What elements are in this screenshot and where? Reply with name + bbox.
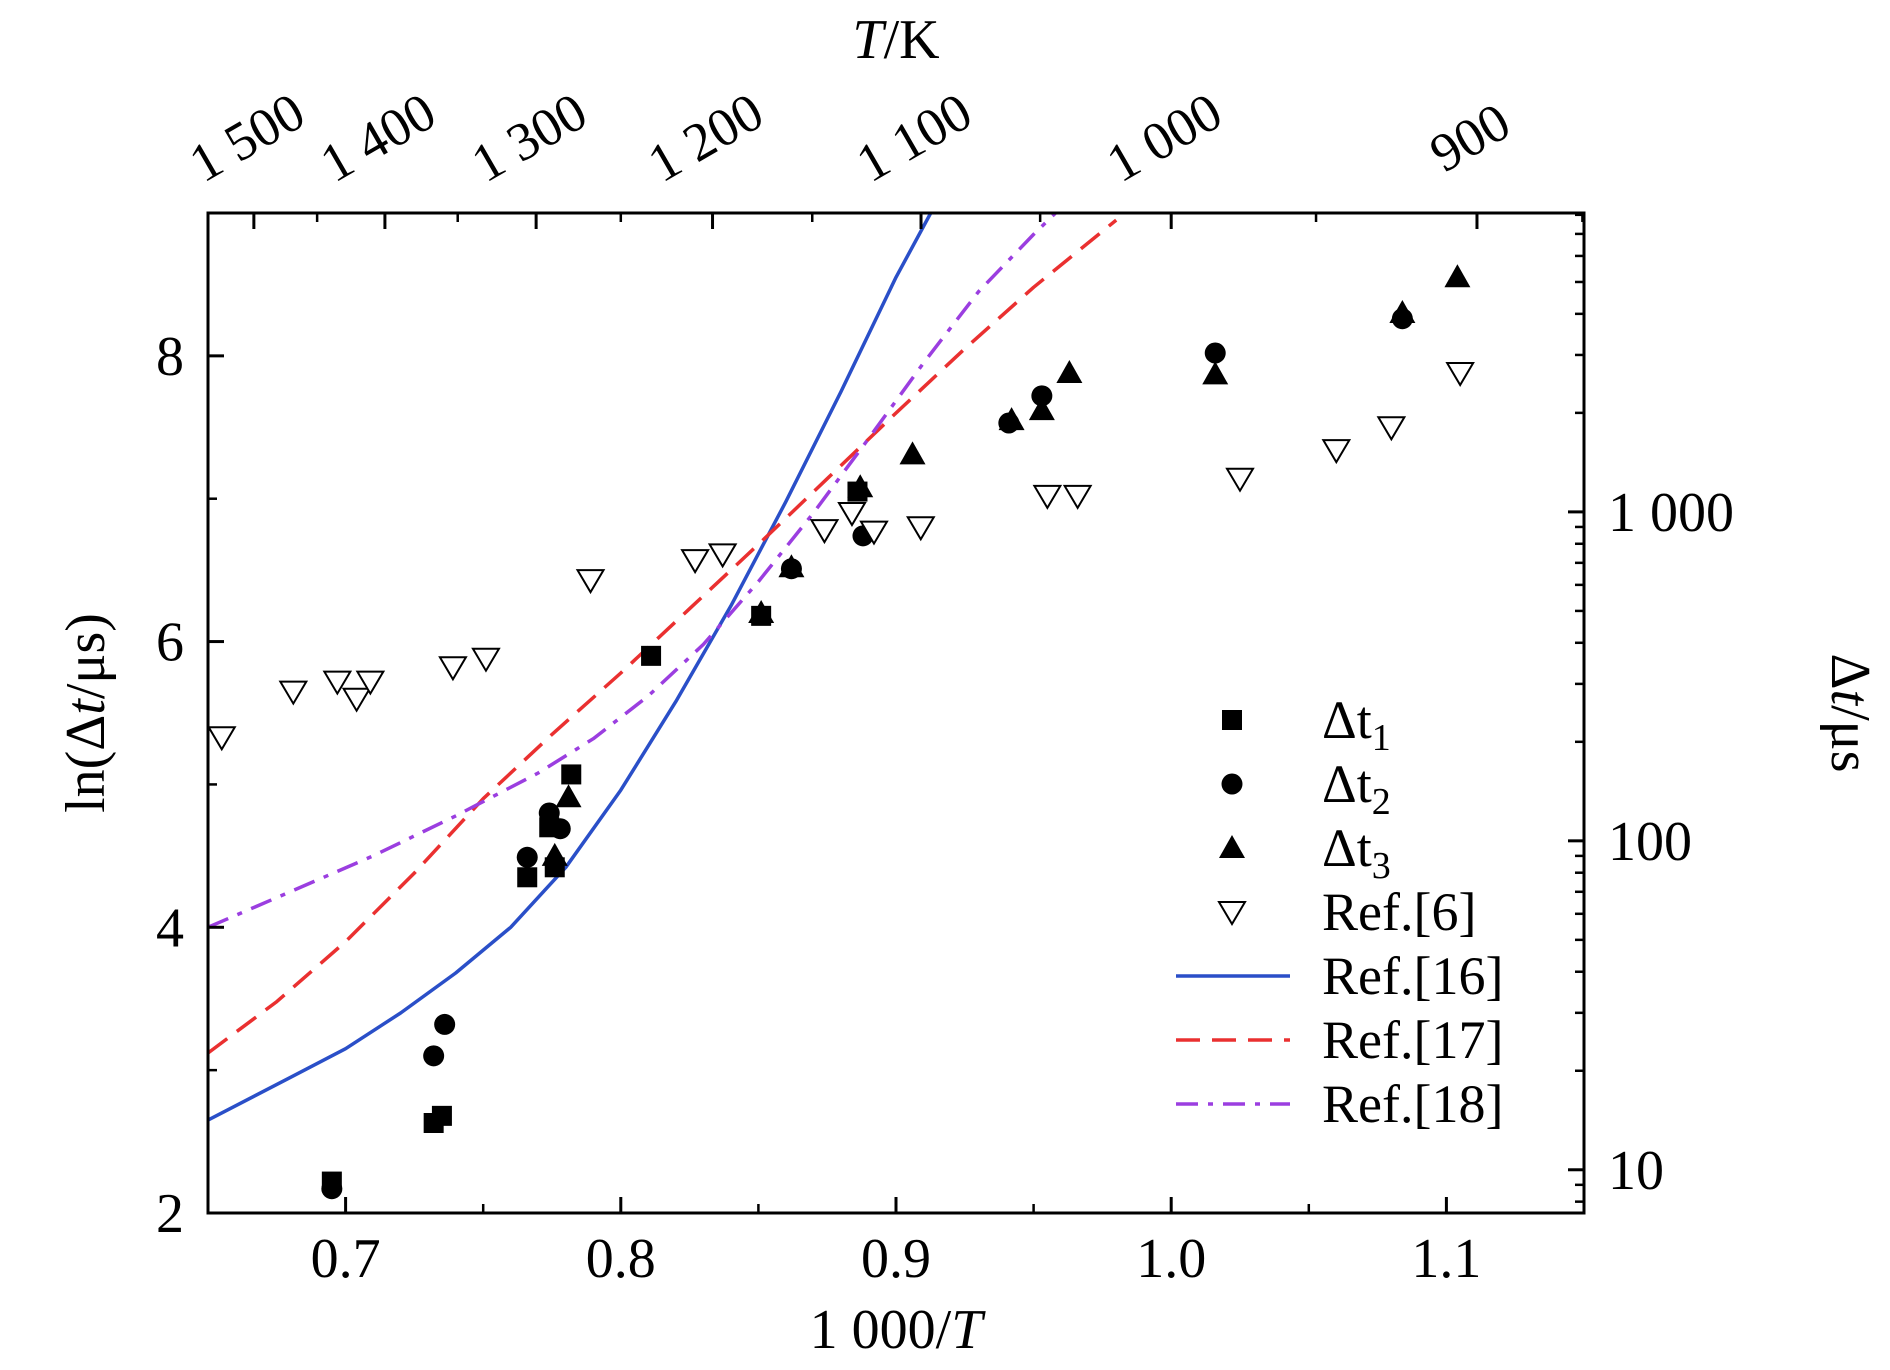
series-point-2: [1056, 360, 1083, 383]
series-point-3: [208, 726, 237, 752]
series-point-0: [641, 645, 662, 666]
x-axis-title: 1 000/T: [810, 1299, 987, 1361]
series-point-3: [680, 549, 710, 575]
series-point-1: [423, 1045, 445, 1067]
series-point-0: [431, 1105, 452, 1126]
series-point-1: [434, 1013, 456, 1035]
series-point-3: [837, 502, 867, 527]
series-point-3: [278, 680, 309, 706]
legend-label-main: Δt: [1322, 690, 1372, 750]
y-axis-title: ln(Δt/μs): [55, 613, 117, 813]
top-tick-label: 900: [1420, 91, 1520, 183]
series-point-2: [1028, 397, 1055, 421]
legend-label-main: Δt: [1322, 754, 1372, 814]
x-tick-label: 0.7: [311, 1228, 381, 1290]
legend-marker-1: [1221, 773, 1243, 795]
line-series-layer: [208, 213, 1118, 1122]
legend-label-4: Ref.[16]: [1322, 946, 1503, 1006]
series-point-2: [541, 842, 568, 866]
x-tick-label: 1.1: [1411, 1228, 1481, 1290]
y-tick-label: 6: [156, 612, 184, 674]
right-tick-label: 1 000: [1608, 482, 1734, 544]
series-point-1: [1031, 385, 1053, 407]
series-point-2: [555, 784, 582, 808]
series-point-3: [707, 543, 738, 569]
series-point-3: [341, 687, 372, 713]
series-point-3: [1062, 484, 1093, 510]
legend-label-subscript: 3: [1372, 845, 1391, 887]
series-point-3: [355, 670, 386, 696]
x-tick-label: 0.9: [861, 1228, 931, 1290]
legend-marker-2: [1219, 835, 1245, 858]
series-point-1: [516, 846, 538, 868]
top-tick-label: 1 300: [462, 81, 597, 194]
tick-marks: [206, 211, 1586, 1215]
series-point-3: [859, 520, 889, 546]
legend-label-main: Δt: [1322, 818, 1372, 878]
scatter-series-layer: [208, 264, 1475, 1200]
series-point-0: [561, 764, 582, 785]
series-point-3: [1225, 467, 1255, 493]
series-point-3: [471, 647, 501, 673]
series-point-1: [1204, 342, 1226, 364]
top-axis-title: T/K: [852, 9, 939, 71]
series-point-0: [517, 867, 538, 888]
series-point-3: [1032, 484, 1063, 510]
y-tick-label: 4: [156, 897, 184, 959]
series-point-3: [1445, 362, 1475, 387]
top-tick-label: 1 200: [638, 81, 773, 194]
series-point-2: [1389, 300, 1416, 323]
x-tick-label: 1.0: [1136, 1228, 1206, 1290]
series-point-3: [809, 519, 840, 545]
series-line-6: [208, 213, 1057, 929]
series-point-1: [538, 802, 560, 824]
series-line-4: [208, 213, 933, 1122]
series-point-2: [748, 600, 775, 623]
series-point-1: [549, 818, 571, 840]
series-point-2: [1444, 264, 1471, 288]
legend-marker-3: [1217, 901, 1247, 926]
right-tick-label: 100: [1608, 811, 1692, 873]
legend-label-1: Δt2: [1322, 754, 1391, 823]
series-point-3: [1321, 439, 1352, 465]
top-tick-label: 1 100: [846, 81, 981, 194]
series-point-3: [322, 670, 353, 696]
series-line-5: [208, 218, 1118, 1055]
series-point-2: [847, 474, 874, 498]
top-tick-label: 1 400: [310, 81, 445, 194]
series-point-2: [998, 407, 1025, 431]
series-point-2: [899, 441, 926, 465]
series-point-3: [438, 656, 468, 682]
series-point-2: [778, 554, 805, 578]
legend-marker-0: [1222, 710, 1242, 730]
legend-label-0: Δt1: [1322, 690, 1391, 759]
series-point-1: [321, 1178, 343, 1200]
top-tick-label: 1 500: [179, 81, 314, 194]
y-tick-label: 2: [156, 1183, 184, 1245]
legend-label-2: Δt3: [1322, 818, 1391, 887]
top-tick-label: 1 000: [1097, 81, 1232, 194]
y-tick-label: 8: [156, 326, 184, 388]
legend-label-5: Ref.[17]: [1322, 1010, 1503, 1070]
legend-label-subscript: 1: [1372, 717, 1391, 759]
series-point-3: [575, 569, 606, 595]
series-point-3: [1376, 416, 1407, 442]
legend-label-subscript: 2: [1372, 781, 1391, 823]
series-point-3: [906, 516, 936, 542]
x-tick-label: 0.8: [586, 1228, 656, 1290]
right-tick-label: 10: [1608, 1140, 1664, 1202]
legend-label-3: Ref.[6]: [1322, 882, 1476, 942]
legend-label-6: Ref.[18]: [1322, 1074, 1503, 1134]
series-point-2: [1202, 361, 1229, 385]
right-axis-title: Δt/μs: [1819, 654, 1881, 773]
